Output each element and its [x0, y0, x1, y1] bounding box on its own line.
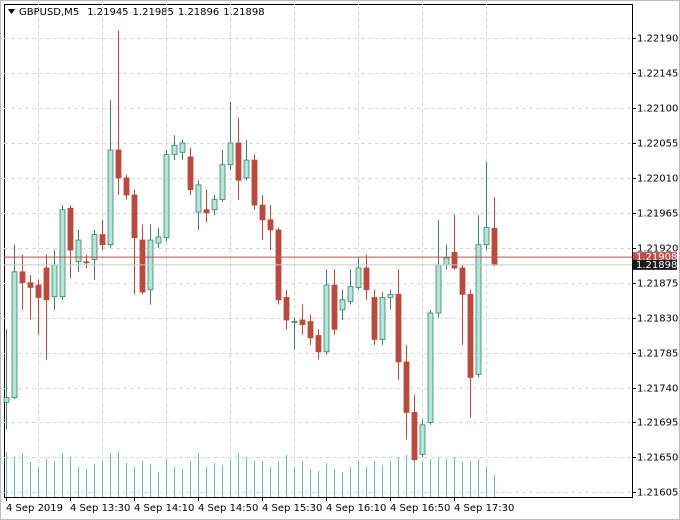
candle-body	[395, 293, 402, 363]
candle-body	[107, 149, 114, 246]
candle-body	[187, 156, 194, 190]
candle-body	[355, 267, 362, 288]
candle-body	[283, 297, 290, 321]
candle-body	[11, 271, 18, 399]
candle-body	[243, 159, 250, 179]
candle-body	[379, 297, 386, 340]
y-tick-label: 1.21740	[637, 384, 678, 395]
candle-body	[99, 234, 106, 246]
y-tick-label: 1.21920	[637, 244, 678, 255]
last-open: 1.21945	[87, 7, 128, 18]
candle-body	[475, 244, 482, 375]
candle-body	[67, 207, 74, 251]
candle-body	[339, 299, 346, 311]
y-tick-label: 1.21695	[637, 418, 678, 429]
candle-body	[91, 234, 98, 260]
candle-body	[427, 312, 434, 423]
candle-body	[171, 144, 178, 156]
plot-frame	[4, 4, 633, 498]
last-close: 1.21898	[223, 7, 264, 18]
candle-body	[203, 209, 210, 214]
candle-body	[195, 184, 202, 213]
candle-body	[411, 411, 418, 461]
y-tick-label: 1.21650	[637, 453, 678, 464]
y-tick-label: 1.21965	[637, 209, 678, 220]
candle-body	[323, 284, 330, 353]
symbol-title: GBPUSD,M5	[19, 7, 79, 18]
y-tick-label: 1.22100	[637, 104, 678, 115]
candle-body	[163, 154, 170, 239]
candle-body	[123, 177, 130, 196]
candle-body	[227, 142, 234, 166]
candle-body	[435, 264, 442, 314]
candle-body	[19, 271, 26, 284]
candle-body	[459, 267, 466, 295]
candle-body	[35, 284, 42, 298]
x-tick-label: 4 Sep 14:10	[134, 503, 194, 514]
candle-body	[115, 149, 122, 179]
y-tick-label: 1.21785	[637, 349, 678, 360]
candle-body	[483, 227, 490, 246]
candle-body	[27, 282, 34, 288]
candle-body	[419, 424, 426, 455]
candle-body	[307, 321, 314, 339]
last-low: 1.21896	[178, 7, 219, 18]
candle-body	[3, 397, 10, 403]
candle-body	[259, 204, 266, 221]
candle-body	[403, 361, 410, 413]
last-high: 1.21985	[133, 7, 174, 18]
candle-body	[251, 159, 258, 206]
chart-header: GBPUSD,M5 1.21945 1.21985 1.21896 1.21898	[19, 7, 265, 18]
candle-body	[299, 319, 306, 326]
candle-body	[219, 164, 226, 201]
candle-body	[139, 239, 146, 293]
candle-body	[347, 286, 354, 302]
x-tick-label: 4 Sep 17:30	[454, 503, 514, 514]
collapse-icon[interactable]	[8, 9, 15, 14]
y-tick-label: 1.21605	[637, 488, 678, 499]
candle-body	[59, 209, 66, 298]
candle-body	[491, 227, 498, 266]
bid-label: 1.21898	[636, 260, 677, 271]
candle-body	[443, 257, 450, 266]
x-tick-label: 4 Sep 2019	[6, 503, 63, 514]
x-tick-label: 4 Sep 14:50	[198, 503, 258, 514]
x-tick-label: 4 Sep 13:30	[70, 503, 130, 514]
y-tick-label: 1.22145	[637, 69, 678, 80]
y-tick-label: 1.22055	[637, 139, 678, 150]
y-tick-label: 1.21830	[637, 314, 678, 325]
candle-body	[363, 267, 370, 291]
x-tick-label: 4 Sep 15:30	[262, 503, 322, 514]
x-tick-label: 4 Sep 16:10	[326, 503, 386, 514]
candle-body	[155, 236, 162, 244]
candle-body	[83, 261, 90, 264]
candle-body	[387, 293, 394, 298]
candle-body	[179, 142, 186, 153]
candle-body	[43, 267, 50, 301]
candle-body	[371, 297, 378, 340]
y-tick-label: 1.22010	[637, 174, 678, 185]
candle-body	[131, 194, 138, 239]
candle-body	[267, 219, 274, 231]
candle-body	[331, 284, 338, 330]
x-tick-label: 4 Sep 16:50	[390, 503, 450, 514]
bid-label-box	[633, 259, 677, 270]
ask-label-box	[633, 252, 677, 263]
candle-body	[51, 264, 58, 298]
candle-body	[211, 199, 218, 211]
y-tick-label: 1.22190	[637, 34, 678, 45]
candle-body	[75, 239, 82, 263]
candle-body	[451, 252, 458, 269]
candle-body	[235, 142, 242, 181]
ask-label: 1.21908	[636, 252, 677, 263]
candle-body	[291, 321, 298, 323]
candle-body	[467, 293, 474, 378]
y-tick-label: 1.21875	[637, 279, 678, 290]
candle-body	[315, 335, 322, 353]
